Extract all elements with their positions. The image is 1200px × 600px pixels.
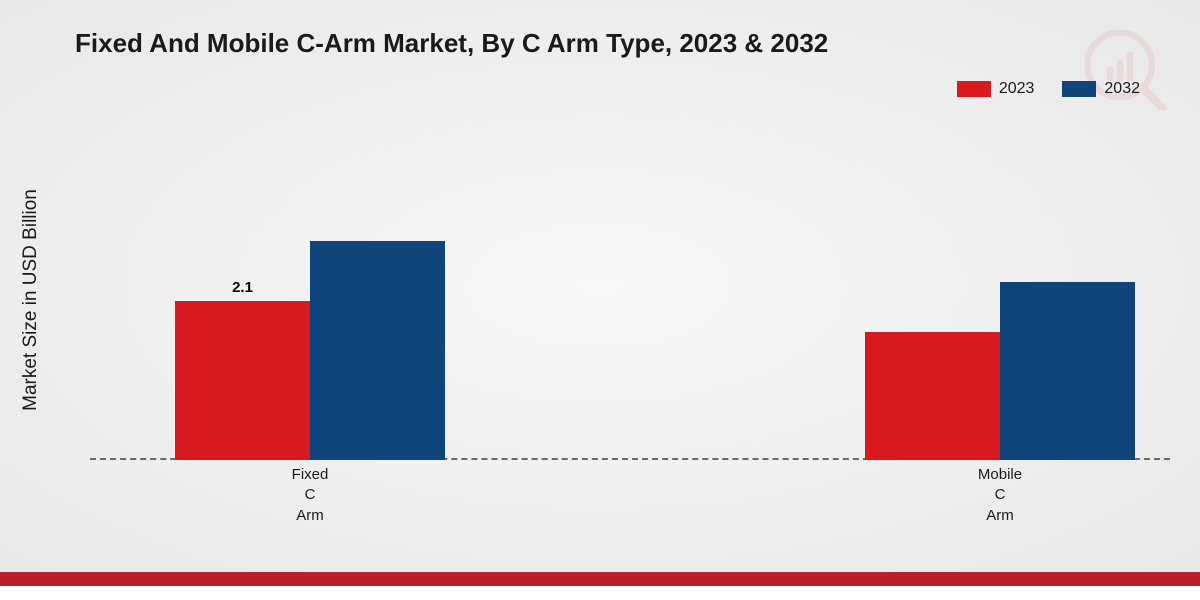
- bar-mobile-2023: [865, 332, 1000, 460]
- legend-swatch-2023: [957, 81, 991, 97]
- bar-mobile-2032: [1000, 282, 1135, 460]
- footer-white-band: [0, 586, 1200, 600]
- legend-item-2032: 2032: [1062, 80, 1140, 98]
- bar-fixed-2023: 2.1: [175, 301, 310, 460]
- x-tick-mobile: MobileCArm: [978, 465, 1022, 526]
- bar-group-mobile: [865, 282, 1135, 460]
- x-tick-fixed: FixedCArm: [292, 465, 329, 526]
- legend: 2023 2032: [957, 80, 1140, 98]
- legend-label-2032: 2032: [1104, 80, 1140, 98]
- legend-label-2023: 2023: [999, 80, 1035, 98]
- y-axis-label: Market Size in USD Billion: [20, 189, 42, 411]
- bar-group-fixed: 2.1: [175, 241, 445, 460]
- legend-item-2023: 2023: [957, 80, 1035, 98]
- legend-swatch-2032: [1062, 81, 1096, 97]
- bar-label-fixed-2023: 2.1: [232, 279, 253, 296]
- chart-title: Fixed And Mobile C-Arm Market, By C Arm …: [75, 28, 828, 59]
- footer-red-band: [0, 572, 1200, 586]
- bar-fixed-2032: [310, 241, 445, 460]
- chart-container: Fixed And Mobile C-Arm Market, By C Arm …: [0, 0, 1200, 572]
- plot-area: 2.1: [90, 120, 1170, 460]
